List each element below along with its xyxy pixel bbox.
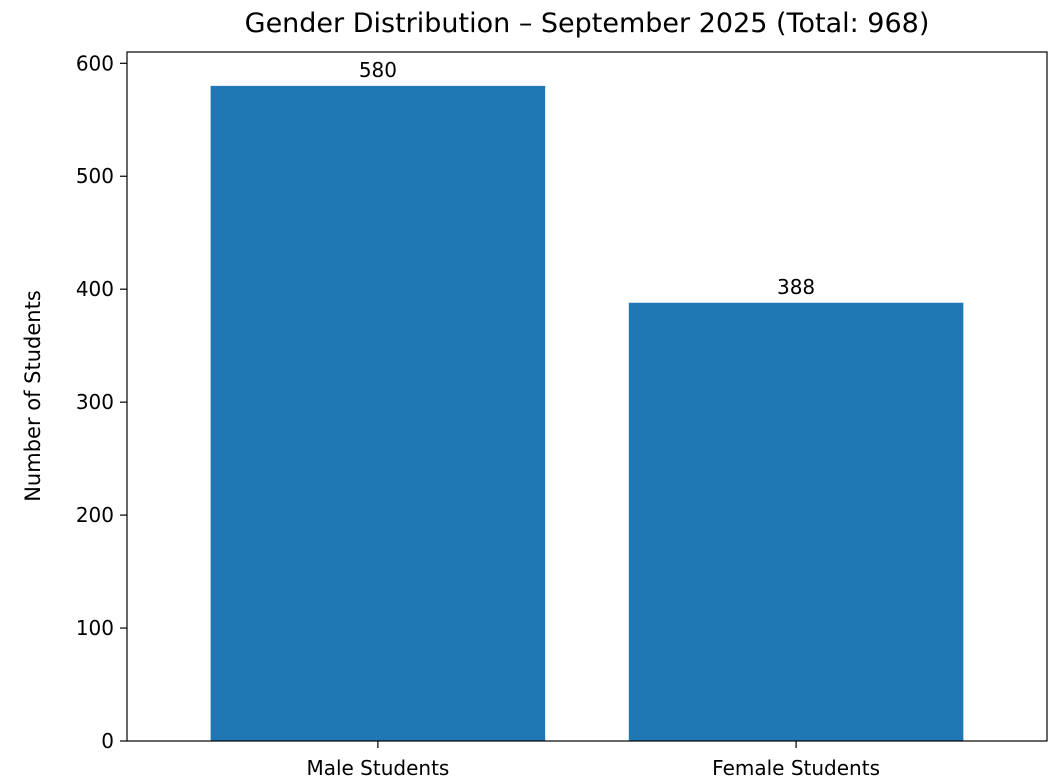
y-tick-label: 500 bbox=[76, 164, 114, 188]
y-axis-ticks: 0 100 200 300 400 500 600 bbox=[76, 51, 127, 753]
bar-value-label: 388 bbox=[777, 275, 815, 299]
bar-male-students bbox=[210, 85, 546, 741]
plot-frame bbox=[126, 51, 1048, 742]
y-tick-label: 400 bbox=[76, 277, 114, 301]
bar-female-students bbox=[628, 302, 964, 741]
y-tick-label: 200 bbox=[76, 503, 114, 527]
bar-labels-layer: 580 388 bbox=[359, 58, 815, 299]
y-tick-label: 300 bbox=[76, 390, 114, 414]
y-tick-label: 0 bbox=[101, 729, 114, 753]
bar-value-label: 580 bbox=[359, 58, 397, 82]
x-axis-ticks: Male Students Female Students bbox=[306, 741, 880, 780]
y-axis-title: Number of Students bbox=[21, 290, 45, 502]
x-tick-label: Female Students bbox=[712, 756, 880, 780]
chart-title: Gender Distribution – September 2025 (To… bbox=[245, 8, 930, 39]
bars-layer bbox=[210, 85, 964, 741]
y-tick-label: 100 bbox=[76, 616, 114, 640]
x-tick-label: Male Students bbox=[306, 756, 449, 780]
y-tick-label: 600 bbox=[76, 51, 114, 75]
